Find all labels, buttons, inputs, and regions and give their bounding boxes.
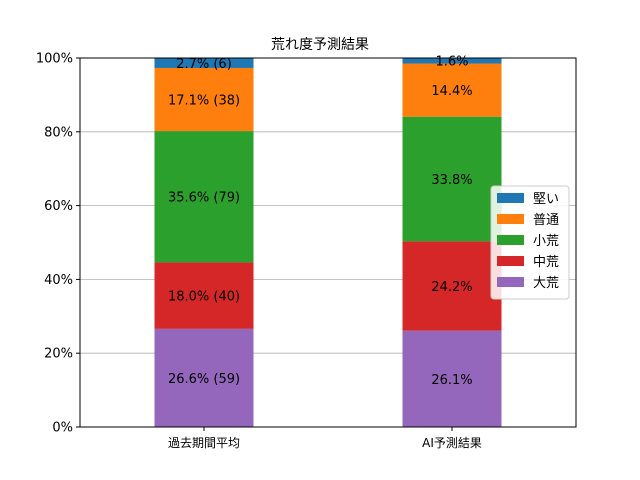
bar-data-label: 24.2%: [431, 280, 472, 295]
chart-title: 荒れ度予測結果: [271, 37, 369, 53]
bar-data-label: 1.6%: [435, 55, 468, 70]
legend-swatch: [497, 235, 524, 245]
legend-swatch: [497, 193, 524, 203]
legend-swatch: [497, 256, 524, 266]
bar-data-label: 26.6% (59): [168, 372, 240, 387]
bar-segment: [154, 58, 254, 68]
bar-data-label: 18.0% (40): [168, 290, 240, 305]
bar-segment: [402, 241, 502, 331]
y-tick-label: 100%: [36, 52, 73, 67]
legend-label: 小荒: [533, 234, 559, 249]
legend-label: 中荒: [533, 255, 559, 270]
bar-data-label: 14.4%: [431, 84, 472, 99]
legend-label: 堅い: [533, 192, 559, 207]
bar-data-label: 2.7% (6): [176, 57, 232, 72]
legend-label: 普通: [533, 213, 559, 228]
bar-segment: [402, 330, 502, 427]
bar-segment: [402, 57, 502, 64]
y-tick-label: 80%: [44, 125, 73, 140]
bar-segment: [402, 116, 502, 242]
bar-data-label: 26.1%: [431, 373, 472, 388]
y-tick-label: 40%: [44, 273, 73, 288]
bar-data-label: 35.6% (79): [168, 191, 240, 206]
legend-swatch: [497, 214, 524, 224]
axes: 0% 20% 40% 60% 80% 100% 過去期間平均 AI予測結果: [36, 52, 482, 451]
legend-swatch: [497, 277, 524, 287]
x-tick-label: 過去期間平均: [168, 436, 240, 450]
bar-data-label: 33.8%: [431, 173, 472, 188]
y-tick-label: 60%: [44, 199, 73, 214]
legend-label: 大荒: [533, 276, 559, 291]
data-labels: 26.6% (59) 18.0% (40) 35.6% (79) 17.1% (38)…: [168, 55, 473, 388]
y-tick-label: 20%: [44, 347, 73, 362]
bar-segment: [154, 328, 254, 427]
y-tick-label: 0%: [52, 421, 73, 436]
bar-segment: [154, 67, 254, 132]
bars: [154, 57, 502, 427]
x-tick-label: AI予測結果: [422, 436, 482, 450]
bar-segment: [154, 262, 254, 329]
bar-data-label: 17.1% (38): [168, 94, 240, 109]
bar-segment: [402, 63, 502, 117]
bar-segment: [154, 131, 254, 263]
plot-frame: [79, 57, 577, 428]
